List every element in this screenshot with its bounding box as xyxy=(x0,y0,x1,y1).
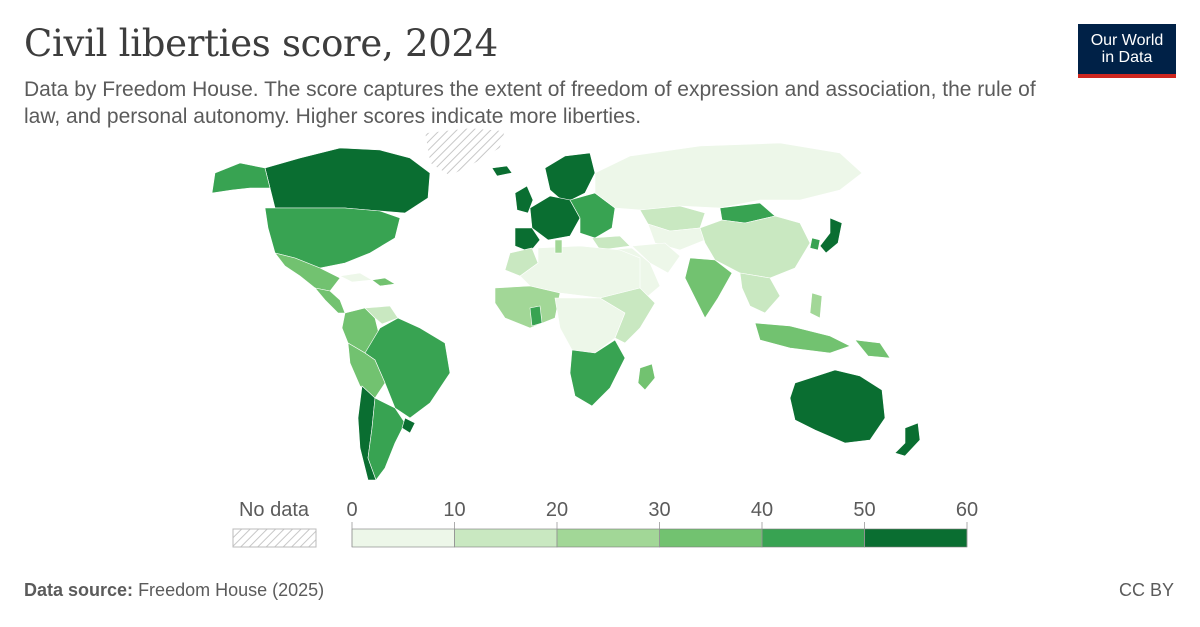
data-source: Data source: Freedom House (2025) xyxy=(24,580,324,601)
region-alaska[interactable] xyxy=(211,162,271,194)
region-canada[interactable] xyxy=(264,147,431,214)
region-east-africa[interactable] xyxy=(599,287,656,344)
region-ghana[interactable] xyxy=(529,305,543,327)
region-iceland[interactable] xyxy=(491,165,513,177)
data-source-value[interactable]: Freedom House (2025) xyxy=(138,580,325,600)
region-russia[interactable] xyxy=(594,142,863,211)
region-west-africa[interactable] xyxy=(494,285,561,329)
chart-title: Civil liberties score, 2024 xyxy=(24,22,498,65)
region-southern-africa[interactable] xyxy=(569,339,626,407)
color-legend: No data 0 10 20 30 40 50 60 xyxy=(232,499,978,548)
region-venezuela[interactable] xyxy=(364,305,399,325)
legend-bin-50-60[interactable] xyxy=(864,528,968,548)
region-uruguay[interactable] xyxy=(401,417,416,434)
data-source-label: Data source: xyxy=(24,580,134,600)
region-turkey[interactable] xyxy=(591,235,631,251)
region-scandinavia[interactable] xyxy=(544,152,596,204)
region-japan[interactable] xyxy=(819,217,843,254)
legend-bin-20-30[interactable] xyxy=(556,528,660,548)
legend-tick-label: 20 xyxy=(546,499,568,521)
logo-line-1: Our World xyxy=(1090,32,1164,49)
region-southeast-asia[interactable] xyxy=(739,272,781,314)
region-indonesia[interactable] xyxy=(754,322,851,354)
region-morocco[interactable] xyxy=(504,247,539,277)
region-cuba[interactable] xyxy=(339,272,373,283)
legend-no-data-swatch xyxy=(232,528,317,548)
legend-bin-30-40[interactable] xyxy=(659,528,763,548)
legend-tick-label: 30 xyxy=(648,499,670,521)
logo-line-2: in Data xyxy=(1101,49,1153,66)
world-map[interactable] xyxy=(0,128,1200,488)
legend-bin-0-10[interactable] xyxy=(351,528,455,548)
region-madagascar[interactable] xyxy=(637,363,656,391)
region-western-europe[interactable] xyxy=(529,195,581,241)
region-iran[interactable] xyxy=(631,242,681,274)
region-philippines[interactable] xyxy=(809,292,823,319)
legend-tick-label: 50 xyxy=(853,499,875,521)
region-tunisia[interactable] xyxy=(554,239,563,254)
region-argentina[interactable] xyxy=(367,397,406,481)
region-iberia[interactable] xyxy=(514,227,541,253)
region-australia[interactable] xyxy=(789,369,886,444)
region-central-america[interactable] xyxy=(314,287,346,314)
legend-no-data-label: No data xyxy=(239,499,310,521)
region-united-kingdom[interactable] xyxy=(514,185,534,214)
region-new-zealand[interactable] xyxy=(894,422,921,457)
region-papua-new-guinea[interactable] xyxy=(854,339,891,359)
legend-bin-10-20[interactable] xyxy=(454,528,558,548)
legend-bin-40-50[interactable] xyxy=(761,528,865,548)
legend-tick-label: 40 xyxy=(751,499,773,521)
region-greenland[interactable] xyxy=(424,128,506,177)
region-south-korea[interactable] xyxy=(809,237,821,251)
legend-tick-label: 60 xyxy=(956,499,978,521)
legend-tick-label: 0 xyxy=(346,499,357,521)
chart-subtitle: Data by Freedom House. The score capture… xyxy=(24,78,1036,128)
owid-logo[interactable]: Our World in Data xyxy=(1078,24,1176,78)
region-caribbean[interactable] xyxy=(371,277,396,287)
license[interactable]: CC BY xyxy=(1118,580,1174,600)
region-china[interactable] xyxy=(699,215,811,279)
legend-tick-label: 10 xyxy=(443,499,465,521)
region-peru-and-bolivia[interactable] xyxy=(347,342,386,399)
region-india[interactable] xyxy=(684,257,733,319)
